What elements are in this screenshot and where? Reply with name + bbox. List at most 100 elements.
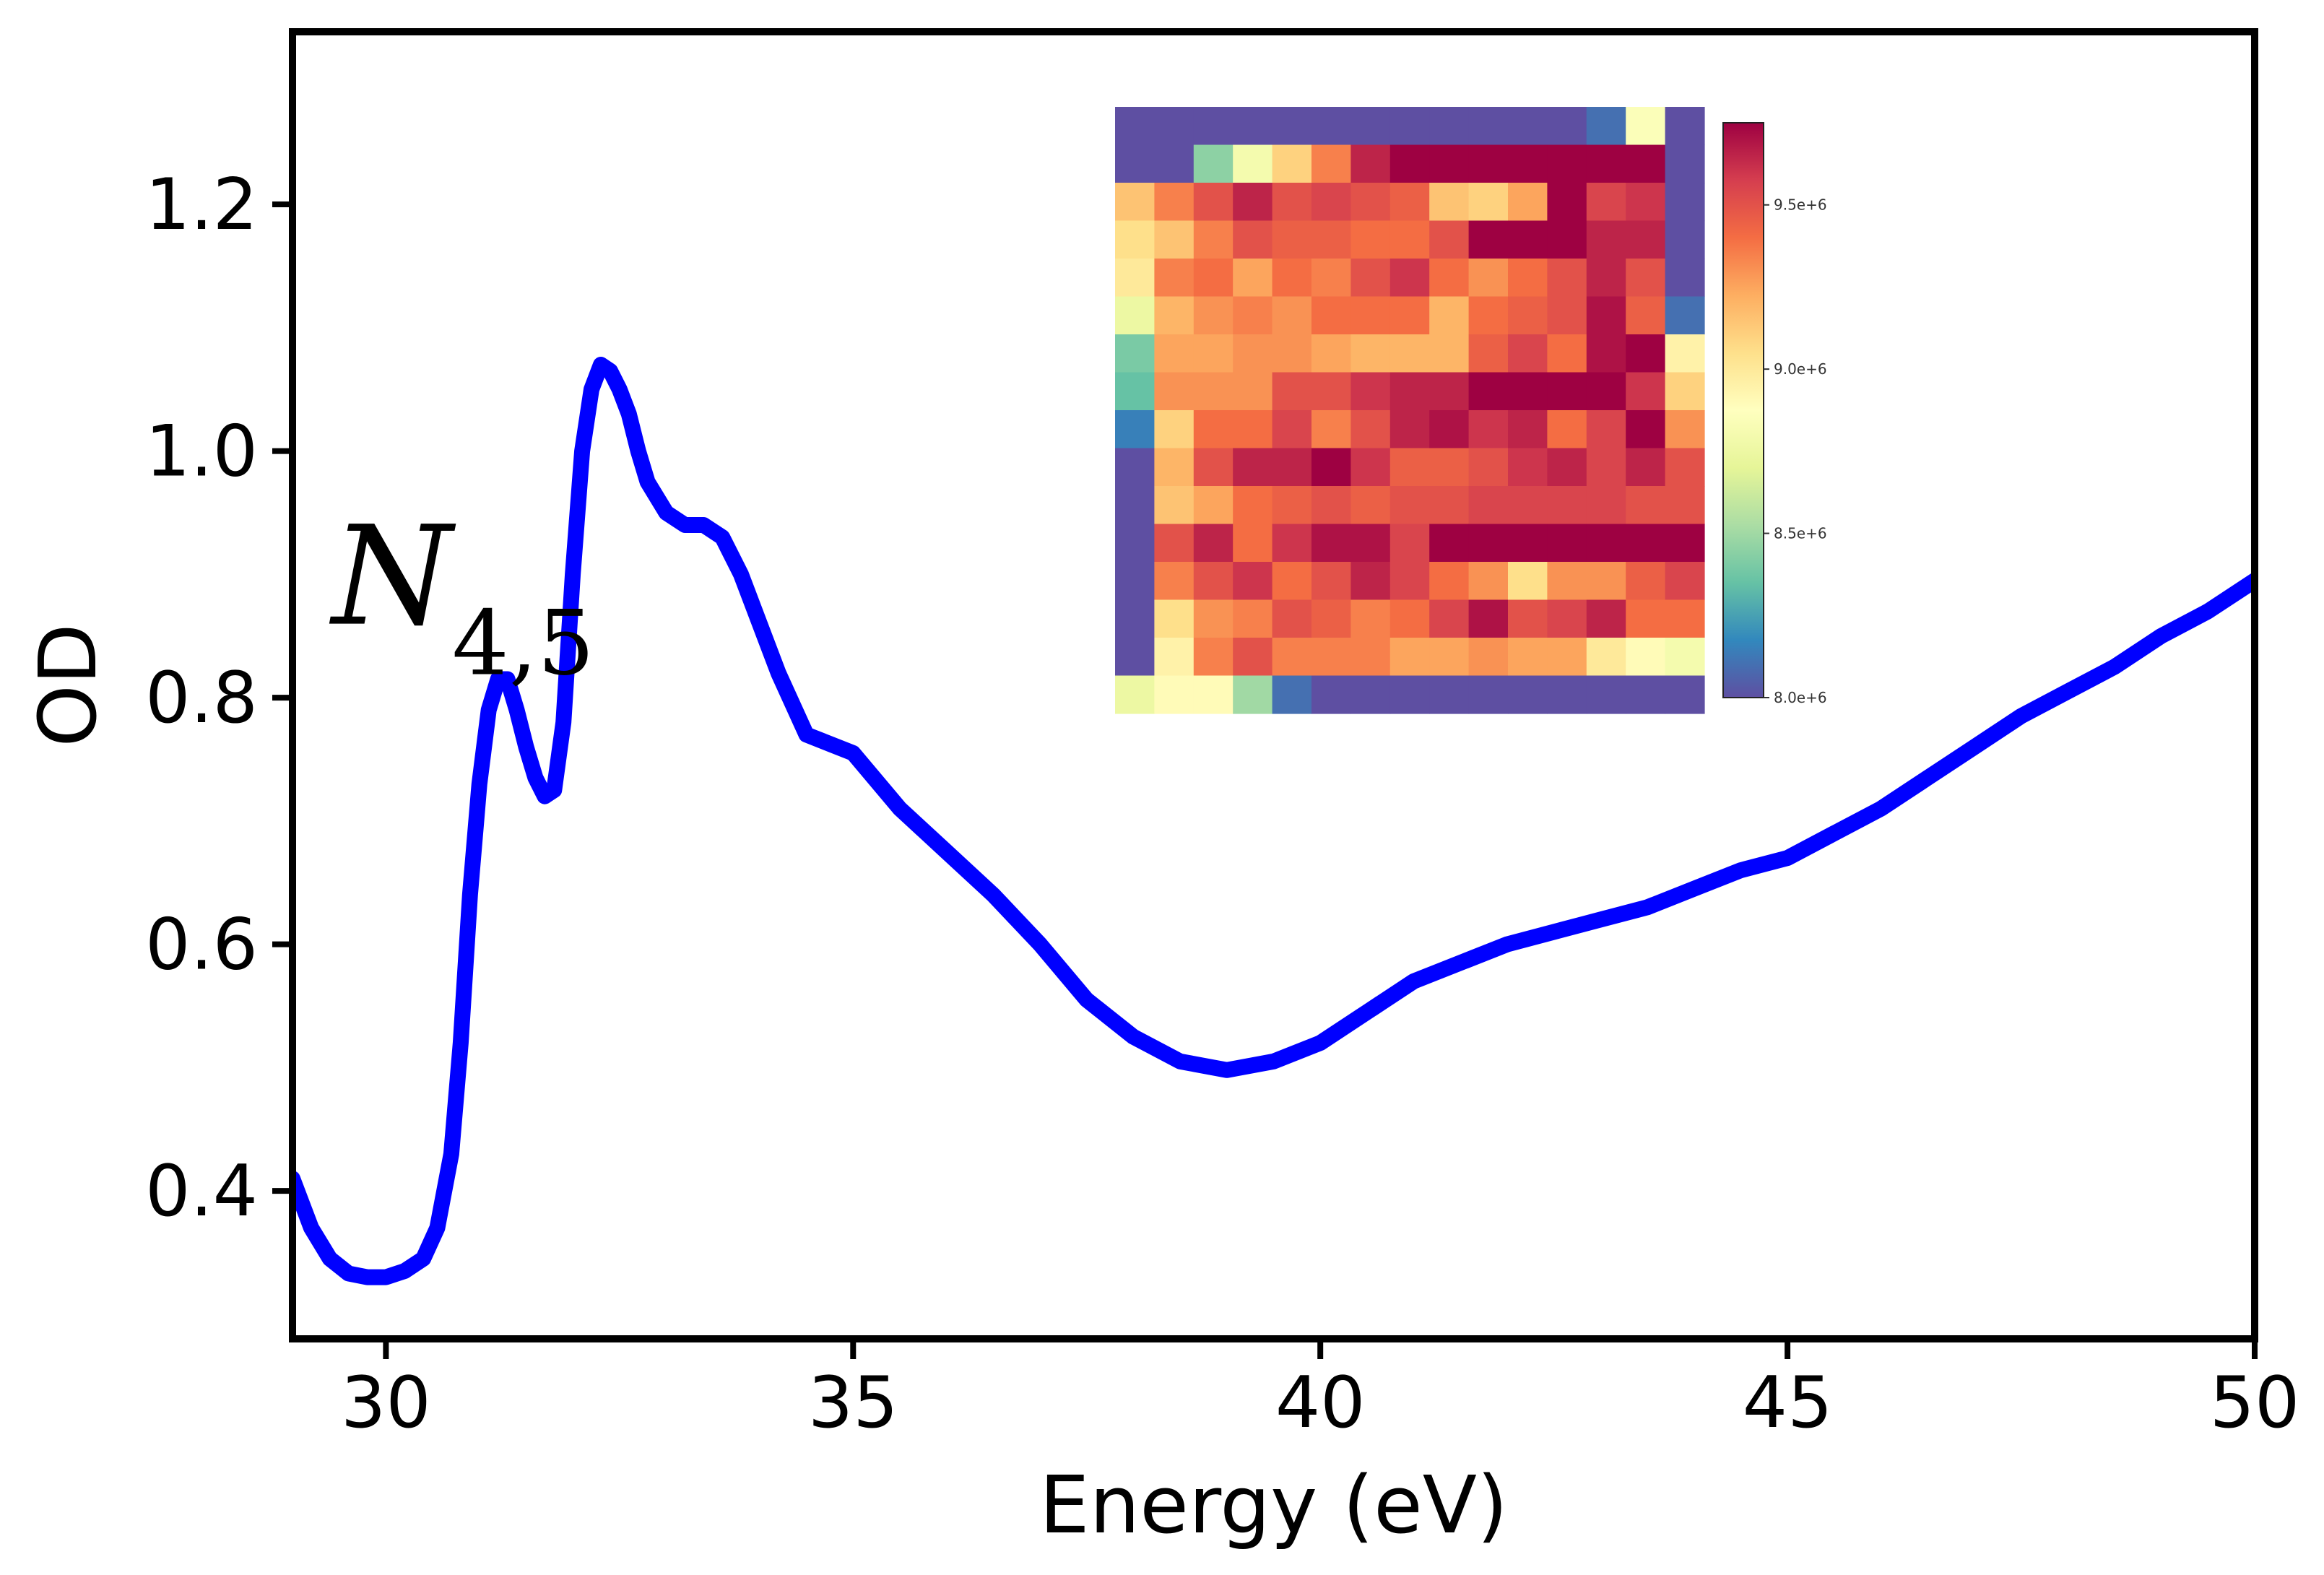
heatmap-cell [1468, 486, 1509, 525]
heatmap-cell [1547, 259, 1587, 298]
heatmap-cell [1547, 675, 1587, 714]
heatmap-cell [1468, 334, 1509, 373]
heatmap-cell [1233, 638, 1273, 677]
heatmap-cell [1115, 372, 1155, 411]
heatmap-cell [1626, 183, 1666, 222]
y-tick-label: 0.4 [145, 1150, 258, 1233]
heatmap-cell [1429, 334, 1470, 373]
heatmap-cell [1508, 259, 1548, 298]
heatmap-cell [1154, 144, 1194, 183]
heatmap-cell [1665, 334, 1705, 373]
heatmap-cell [1665, 524, 1705, 563]
heatmap-cell [1272, 107, 1312, 146]
x-tick-label: 45 [1743, 1362, 1833, 1444]
heatmap-cell [1311, 562, 1351, 601]
heatmap-cell [1547, 562, 1587, 601]
heatmap-cell [1154, 524, 1194, 563]
heatmap-cell [1389, 296, 1430, 335]
heatmap-cell [1547, 107, 1587, 146]
heatmap-cell [1272, 220, 1312, 259]
heatmap-cell [1586, 410, 1626, 449]
heatmap-cell [1350, 107, 1391, 146]
heatmap-cell [1508, 220, 1548, 259]
heatmap-cell [1233, 675, 1273, 714]
heatmap-cell [1626, 448, 1666, 487]
heatmap-cell [1547, 410, 1587, 449]
heatmap-cell [1508, 334, 1548, 373]
heatmap-cell [1115, 448, 1155, 487]
heatmap-cell [1233, 562, 1273, 601]
heatmap-cell [1154, 107, 1194, 146]
heatmap-cell [1311, 259, 1351, 298]
heatmap-cell [1626, 638, 1666, 677]
heatmap-cell [1311, 599, 1351, 638]
heatmap-cell [1193, 107, 1233, 146]
heatmap-cell [1154, 296, 1194, 335]
heatmap-cell [1586, 524, 1626, 563]
heatmap-cell [1665, 675, 1705, 714]
heatmap-cell [1311, 334, 1351, 373]
heatmap-cell [1665, 599, 1705, 638]
heatmap-cell [1272, 524, 1312, 563]
heatmap-cell [1389, 599, 1430, 638]
heatmap-cell [1350, 448, 1391, 487]
heatmap-cell [1586, 183, 1626, 222]
heatmap-cell [1115, 599, 1155, 638]
y-tick-label: 0.6 [145, 904, 258, 986]
heatmap-cell [1272, 259, 1312, 298]
heatmap-cell [1389, 144, 1430, 183]
heatmap-cell [1389, 410, 1430, 449]
heatmap-cell [1468, 259, 1509, 298]
heatmap-cell [1626, 372, 1666, 411]
heatmap-cell [1508, 448, 1548, 487]
inset-colorbar: 8.0e+6 8.5e+6 9.0e+6 9.5e+6 [1722, 122, 1827, 706]
heatmap-cell [1389, 524, 1430, 563]
heatmap-cell [1665, 259, 1705, 298]
heatmap-cell [1626, 524, 1666, 563]
x-tick-label: 35 [808, 1362, 898, 1444]
heatmap-cell [1665, 562, 1705, 601]
tick-layer: 30 35 40 45 50 0.4 0.6 0.8 1.0 1.2 [145, 164, 2299, 1444]
heatmap-cell [1233, 259, 1273, 298]
heatmap-cell [1193, 410, 1233, 449]
heatmap-cell [1389, 107, 1430, 146]
heatmap-cell [1429, 372, 1470, 411]
heatmap-cell [1665, 296, 1705, 335]
heatmap-cell [1233, 486, 1273, 525]
heatmap-cell [1429, 107, 1470, 146]
heatmap-cell [1272, 599, 1312, 638]
heatmap-cell [1389, 562, 1430, 601]
annotation-subscript: 4,5 [452, 592, 594, 696]
heatmap-cell [1508, 562, 1548, 601]
heatmap-cell [1468, 410, 1509, 449]
heatmap-cell [1350, 220, 1391, 259]
heatmap-cell [1154, 410, 1194, 449]
heatmap-cell [1508, 599, 1548, 638]
heatmap-cell [1193, 372, 1233, 411]
heatmap-cell [1468, 675, 1509, 714]
heatmap-cell [1350, 183, 1391, 222]
heatmap-cell [1311, 448, 1351, 487]
heatmap-cell [1115, 638, 1155, 677]
heatmap-cell [1272, 296, 1312, 335]
heatmap-cell [1193, 599, 1233, 638]
heatmap-cell [1272, 183, 1312, 222]
heatmap-cell [1193, 562, 1233, 601]
peak-annotation: N4,5 [329, 497, 594, 696]
heatmap-cell [1429, 144, 1470, 183]
heatmap-cell [1665, 183, 1705, 222]
heatmap-cell [1350, 562, 1391, 601]
heatmap-cell [1233, 524, 1273, 563]
x-tick-label: 40 [1275, 1362, 1366, 1444]
heatmap-cell [1193, 448, 1233, 487]
heatmap-cell [1154, 448, 1194, 487]
heatmap-cell [1468, 562, 1509, 601]
heatmap-cell [1429, 448, 1470, 487]
heatmap-cell [1350, 334, 1391, 373]
heatmap-cell [1586, 107, 1626, 146]
heatmap-cell [1626, 259, 1666, 298]
heatmap-cell [1547, 448, 1587, 487]
heatmap-cell [1429, 486, 1470, 525]
heatmap-cell [1272, 448, 1312, 487]
